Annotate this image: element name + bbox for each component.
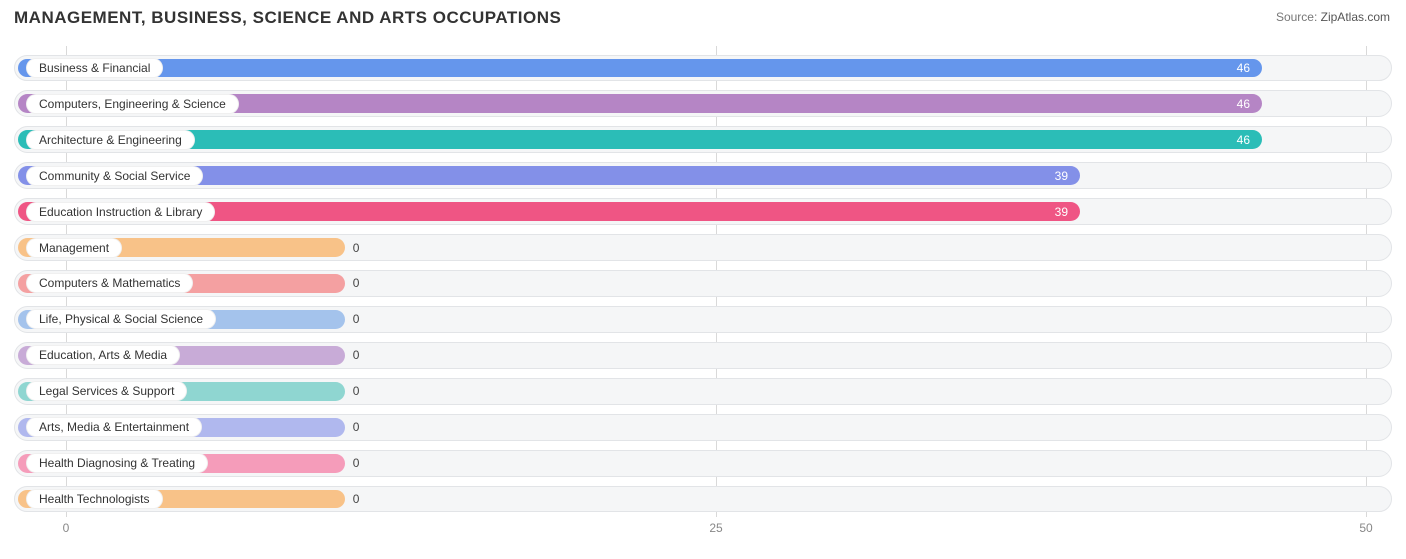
- x-tick-label: 0: [63, 521, 70, 535]
- bar-fill: [18, 59, 1262, 78]
- bar-value: 0: [353, 384, 360, 398]
- bar-value: 0: [353, 456, 360, 470]
- bar-label: Business & Financial: [26, 58, 163, 78]
- bar-row: Computers, Engineering & Science 46: [14, 90, 1392, 117]
- bar-label: Life, Physical & Social Science: [26, 309, 216, 329]
- bar-value: 0: [353, 241, 360, 255]
- bar-value: 0: [353, 492, 360, 506]
- bar-row: Management 0: [14, 234, 1392, 261]
- source-label: Source:: [1276, 10, 1317, 24]
- bar-row: Architecture & Engineering 46: [14, 126, 1392, 153]
- bar-label: Education Instruction & Library: [26, 202, 215, 222]
- bar-fill: [18, 130, 1262, 149]
- bar-row: Business & Financial 46: [14, 55, 1392, 82]
- bar-row: Computers & Mathematics 0: [14, 270, 1392, 297]
- source-site: ZipAtlas.com: [1321, 10, 1390, 24]
- bar-value: 46: [1237, 61, 1250, 75]
- bar-value: 0: [353, 312, 360, 326]
- bar-label: Legal Services & Support: [26, 381, 187, 401]
- bar-row: Arts, Media & Entertainment 0: [14, 414, 1392, 441]
- bar-value: 0: [353, 420, 360, 434]
- bar-label: Health Diagnosing & Treating: [26, 453, 208, 473]
- bar-label: Community & Social Service: [26, 166, 203, 186]
- bar-value: 39: [1055, 205, 1068, 219]
- bar-value: 0: [353, 276, 360, 290]
- bar-row: Education Instruction & Library 39: [14, 198, 1392, 225]
- bar-row: Life, Physical & Social Science 0: [14, 306, 1392, 333]
- bar-value: 46: [1237, 97, 1250, 111]
- bar-row: Health Diagnosing & Treating 0: [14, 450, 1392, 477]
- bars-container: Business & Financial46Computers, Enginee…: [14, 50, 1392, 517]
- bar-label: Computers, Engineering & Science: [26, 94, 239, 114]
- bar-value: 46: [1237, 133, 1250, 147]
- bar-value: 39: [1055, 169, 1068, 183]
- bar-row: Legal Services & Support 0: [14, 378, 1392, 405]
- bar-label: Arts, Media & Entertainment: [26, 417, 202, 437]
- bar-label: Management: [26, 238, 122, 258]
- bar-label: Health Technologists: [26, 489, 163, 509]
- chart-title: MANAGEMENT, BUSINESS, SCIENCE AND ARTS O…: [14, 8, 561, 28]
- bar-label: Computers & Mathematics: [26, 273, 193, 293]
- bar-row: Health Technologists 0: [14, 486, 1392, 513]
- bar-value: 0: [353, 348, 360, 362]
- bar-label: Architecture & Engineering: [26, 130, 195, 150]
- plot-area: Business & Financial46Computers, Enginee…: [14, 46, 1392, 535]
- x-tick-label: 25: [709, 521, 722, 535]
- bar-label: Education, Arts & Media: [26, 345, 180, 365]
- x-tick-label: 50: [1359, 521, 1372, 535]
- bar-row: Education, Arts & Media 0: [14, 342, 1392, 369]
- source-attribution: Source: ZipAtlas.com: [1276, 10, 1390, 24]
- bar-row: Community & Social Service 39: [14, 162, 1392, 189]
- x-axis: 0 25 50: [14, 517, 1392, 535]
